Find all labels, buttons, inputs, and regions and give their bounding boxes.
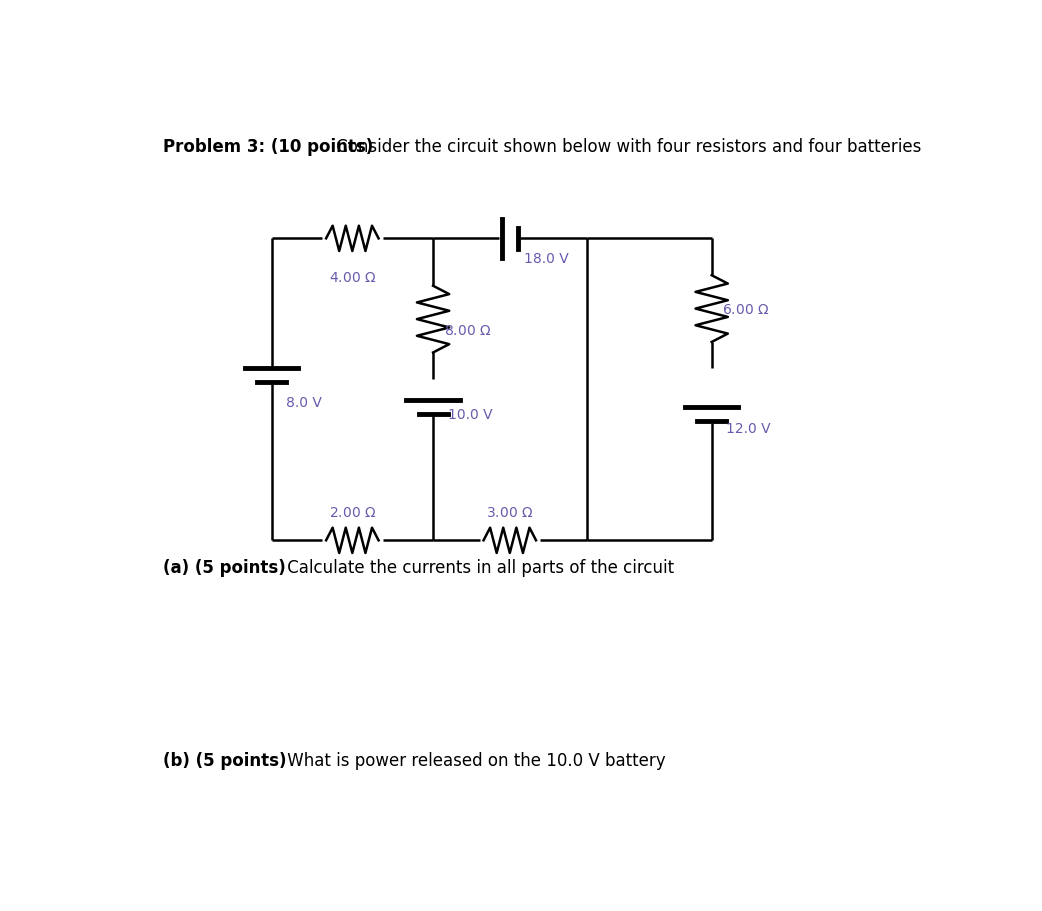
Text: 3.00 $\Omega$: 3.00 $\Omega$	[486, 506, 534, 519]
Text: Consider the circuit shown below with four resistors and four batteries: Consider the circuit shown below with fo…	[330, 138, 921, 156]
Text: (a) (5 points): (a) (5 points)	[163, 558, 286, 577]
Text: 4.00 $\Omega$: 4.00 $\Omega$	[328, 271, 376, 284]
Text: 18.0 V: 18.0 V	[524, 251, 569, 266]
Text: 12.0 V: 12.0 V	[726, 422, 771, 435]
Text: What is power released on the 10.0 V battery: What is power released on the 10.0 V bat…	[282, 752, 666, 769]
Text: (b) (5 points): (b) (5 points)	[163, 752, 287, 769]
Text: 10.0 V: 10.0 V	[448, 407, 492, 422]
Text: Calculate the currents in all parts of the circuit: Calculate the currents in all parts of t…	[282, 558, 674, 577]
Text: 6.00 $\Omega$: 6.00 $\Omega$	[722, 302, 770, 316]
Text: 2.00 $\Omega$: 2.00 $\Omega$	[328, 506, 376, 519]
Text: 8.00 $\Omega$: 8.00 $\Omega$	[444, 323, 491, 337]
Text: Problem 3: (10 points): Problem 3: (10 points)	[163, 138, 373, 156]
Text: 8.0 V: 8.0 V	[287, 395, 322, 410]
